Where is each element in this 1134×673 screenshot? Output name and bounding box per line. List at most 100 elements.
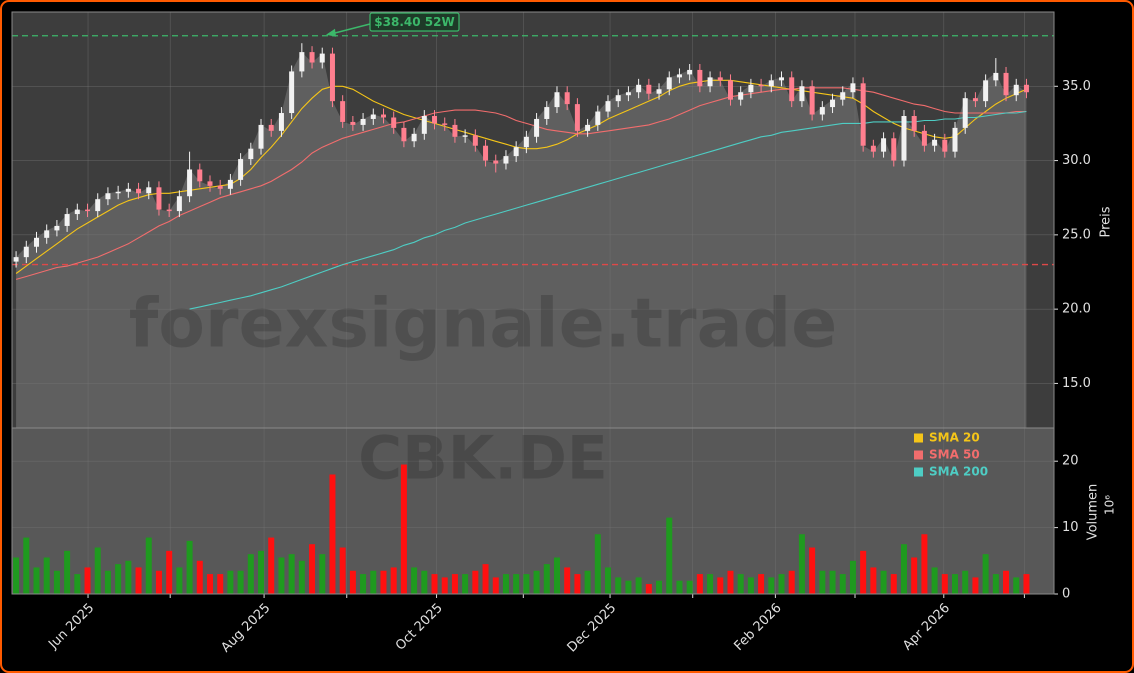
volume-bar — [696, 574, 703, 594]
candle-body — [401, 127, 407, 142]
candle-body — [574, 104, 580, 131]
candle-body — [105, 193, 111, 200]
legend-swatch — [914, 450, 923, 460]
candle-body — [442, 123, 448, 125]
volume-bar — [155, 570, 162, 594]
candle-body — [993, 72, 999, 81]
volume-bar — [625, 580, 632, 594]
candle-body — [972, 98, 978, 102]
candle-body — [23, 246, 29, 258]
candle-body — [758, 84, 764, 87]
candle-body — [278, 113, 284, 131]
volume-bar — [278, 557, 285, 594]
volume-bar — [900, 544, 907, 594]
volume-bar — [206, 574, 213, 594]
volume-bar — [543, 564, 550, 594]
volume-bar — [962, 570, 969, 594]
volume-bar — [166, 550, 173, 594]
legend-label: SMA 20 — [929, 431, 980, 445]
volume-bar — [1023, 574, 1030, 594]
candle-body — [125, 188, 131, 192]
volume-bar — [237, 570, 244, 594]
volume-bar — [676, 580, 683, 594]
candle-body — [983, 80, 989, 102]
volume-bar — [656, 580, 663, 594]
volume-bar — [768, 577, 775, 594]
candle-body — [942, 139, 948, 152]
volume-bar — [360, 574, 367, 594]
candle-body — [523, 136, 529, 148]
legend-label: SMA 50 — [929, 448, 980, 462]
volume-bar — [992, 574, 999, 594]
candle-body — [932, 139, 938, 146]
volume-bar — [288, 554, 295, 594]
candle-body — [33, 237, 39, 247]
volume-bar — [870, 567, 877, 594]
volume-bar — [64, 550, 71, 594]
candle-body — [697, 69, 703, 87]
volume-bar — [74, 574, 81, 594]
candle-body — [115, 191, 121, 194]
candle-body — [64, 214, 70, 226]
candle-body — [493, 160, 499, 164]
candle-body — [319, 53, 325, 63]
volume-bar — [615, 577, 622, 594]
volume-bar — [553, 557, 560, 594]
candle-body — [779, 77, 785, 81]
candle-body — [870, 145, 876, 152]
candle-body — [95, 199, 101, 212]
volume-bar — [400, 464, 407, 594]
volume-bar — [247, 554, 254, 594]
sma-line — [15, 87, 1027, 280]
volume-tick-label: 20 — [1062, 454, 1079, 469]
volume-bar — [523, 574, 530, 594]
candle-body — [636, 84, 642, 93]
candle-body — [74, 209, 80, 215]
candle-body — [227, 179, 233, 189]
candle-body — [136, 188, 142, 194]
candle-body — [799, 86, 805, 102]
volume-bar — [53, 570, 60, 594]
annotation-label: $38.40 52W — [374, 15, 454, 29]
volume-bar — [584, 570, 591, 594]
candle-body — [595, 111, 601, 125]
volume-bar — [135, 567, 142, 594]
candle-body — [13, 257, 19, 262]
candle-body — [350, 121, 356, 125]
y-tick-label: 30.0 — [1062, 153, 1091, 168]
candle-body — [952, 127, 958, 152]
candle-body — [962, 98, 968, 128]
volume-bar — [329, 474, 336, 594]
volume-bar — [217, 574, 224, 594]
volume-bar — [227, 570, 234, 594]
volume-bar — [1003, 570, 1010, 594]
candle-body — [768, 80, 774, 87]
annotation-box — [369, 12, 460, 32]
volume-bar — [1013, 577, 1020, 594]
volume-bar — [186, 540, 193, 594]
volume-bar — [860, 550, 867, 594]
volume-bar — [411, 567, 418, 594]
volume-bar — [666, 517, 673, 594]
volume-bar — [23, 537, 30, 594]
volume-bar — [104, 570, 111, 594]
volume-bar — [502, 574, 509, 594]
volume-bar — [829, 570, 836, 594]
candle-body — [391, 117, 397, 128]
candle-body — [666, 77, 672, 90]
candle-body — [789, 77, 795, 102]
candle-body — [299, 52, 305, 72]
candle-body — [483, 145, 489, 161]
legend-swatch — [914, 433, 923, 443]
candle-body — [248, 148, 254, 160]
candle-body — [615, 95, 621, 102]
volume-bar — [451, 574, 458, 594]
volume-bar — [482, 564, 489, 594]
volume-border — [11, 427, 1055, 595]
volume-bar — [349, 570, 356, 594]
volume-bar — [370, 570, 377, 594]
candle-body — [146, 187, 152, 194]
volume-bar — [513, 574, 520, 594]
candle-body — [727, 80, 733, 100]
candle-body — [85, 209, 91, 212]
